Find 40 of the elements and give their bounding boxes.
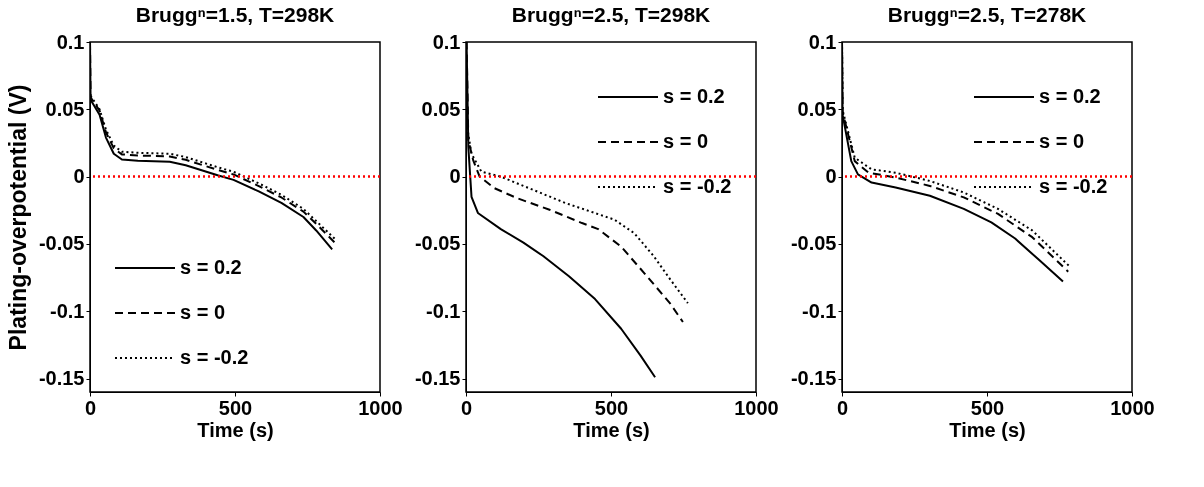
- y-tick-label: -0.1: [426, 299, 461, 322]
- y-tick-label: 0: [73, 165, 85, 188]
- chart-title: Bruggⁿ=2.5, T=298K: [511, 3, 711, 26]
- y-tick-label: -0.05: [38, 232, 85, 255]
- y-tick-label: 0.05: [421, 97, 461, 120]
- y-tick-label: 0.1: [432, 30, 461, 53]
- legend-label: s = 0.2: [663, 85, 725, 107]
- y-tick-label: 0: [825, 165, 837, 188]
- y-tick-label: 0.05: [45, 97, 85, 120]
- x-tick-label: 1000: [1110, 396, 1155, 419]
- y-tick-label: -0.1: [50, 299, 85, 322]
- y-tick-label: -0.15: [38, 367, 85, 390]
- y-tick-label: -0.1: [802, 299, 837, 322]
- chart-title: Bruggⁿ=2.5, T=278K: [887, 3, 1087, 26]
- x-axis-title: Time (s): [949, 418, 1026, 441]
- x-axis-title: Time (s): [197, 418, 274, 441]
- chart-title: Bruggⁿ=1.5, T=298K: [135, 3, 335, 26]
- x-tick-label: 500: [594, 396, 629, 419]
- legend-label: s = 0.2: [1039, 85, 1101, 107]
- legend-label: s = 0: [180, 301, 226, 323]
- x-tick-label: 1000: [734, 396, 779, 419]
- legend-label: s = 0: [1039, 130, 1085, 152]
- y-tick-label: 0.05: [797, 97, 837, 120]
- y-tick-label: 0: [449, 165, 461, 188]
- legend-label: s = 0.2: [180, 256, 242, 278]
- x-axis-title: Time (s): [573, 418, 650, 441]
- x-tick-label: 1000: [358, 396, 403, 419]
- legend-label: s = -0.2: [1039, 175, 1108, 197]
- y-tick-label: -0.15: [414, 367, 461, 390]
- legend-label: s = -0.2: [180, 346, 249, 368]
- y-tick-label: 0.1: [808, 30, 837, 53]
- legend-label: s = -0.2: [663, 175, 732, 197]
- legend-label: s = 0: [663, 130, 709, 152]
- y-tick-label: 0.1: [56, 30, 85, 53]
- y-tick-label: -0.15: [790, 367, 837, 390]
- y-tick-label: -0.05: [414, 232, 461, 255]
- x-tick-label: 500: [970, 396, 1005, 419]
- y-axis-title: Plating-overpotential (V): [4, 84, 31, 351]
- x-tick-label: 500: [218, 396, 253, 419]
- y-tick-label: -0.05: [790, 232, 837, 255]
